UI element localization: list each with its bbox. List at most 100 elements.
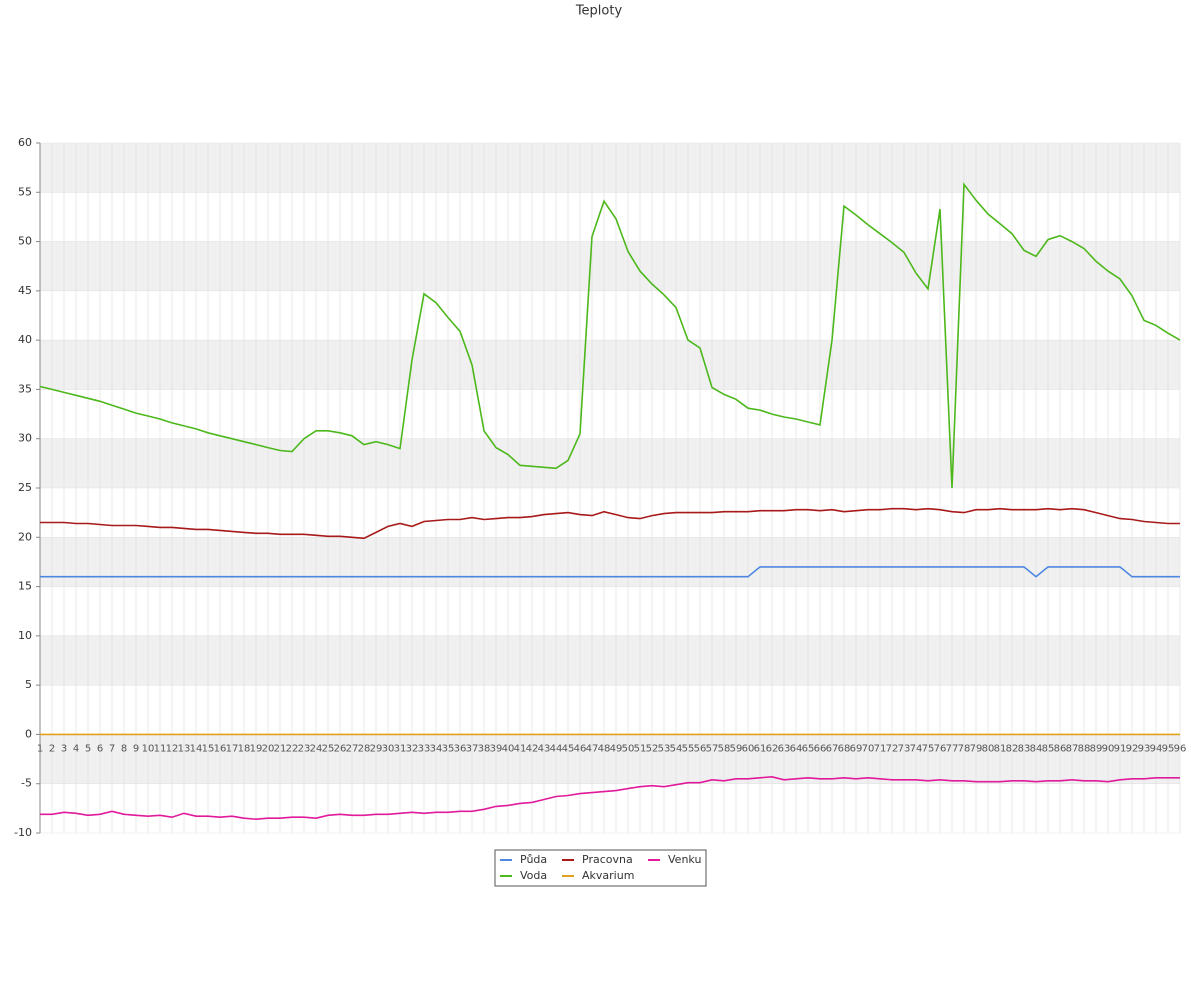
x-tick-label: 77 [946, 743, 959, 754]
x-tick-label: 35 [442, 743, 455, 754]
x-tick-label: 60 [742, 743, 755, 754]
x-tick-label: 28 [358, 743, 371, 754]
x-tick-label: 67 [826, 743, 839, 754]
x-tick-label: 65 [802, 743, 815, 754]
x-tick-label: 8 [121, 743, 127, 754]
x-tick-label: 2 [49, 743, 55, 754]
grid-band [40, 340, 1180, 390]
x-tick-label: 24 [310, 743, 323, 754]
x-tick-label: 48 [598, 743, 611, 754]
y-tick-label: -5 [21, 777, 32, 790]
x-tick-label: 18 [238, 743, 251, 754]
x-tick-label: 62 [766, 743, 779, 754]
x-tick-label: 55 [682, 743, 695, 754]
x-tick-label: 83 [1018, 743, 1031, 754]
x-tick-label: 37 [466, 743, 479, 754]
legend-label: Voda [520, 869, 547, 882]
y-tick-label: 25 [18, 481, 32, 494]
x-tick-label: 25 [322, 743, 335, 754]
x-tick-label: 61 [754, 743, 767, 754]
x-tick-label: 74 [910, 743, 923, 754]
legend: Půda Voda Pracovna Akvarium Venku [494, 849, 707, 887]
x-tick-label: 15 [202, 743, 215, 754]
grid-band [40, 537, 1180, 587]
x-tick-label: 80 [982, 743, 995, 754]
x-tick-label: 85 [1042, 743, 1055, 754]
x-tick-label: 1 [37, 743, 43, 754]
x-tick-label: 57 [706, 743, 719, 754]
x-tick-label: 90 [1102, 743, 1115, 754]
grid-band [40, 734, 1180, 784]
grid-band [40, 143, 1180, 193]
legend-label: Venku [668, 853, 701, 866]
x-tick-label: 53 [658, 743, 671, 754]
x-tick-label: 26 [334, 743, 347, 754]
x-tick-label: 84 [1030, 743, 1043, 754]
x-tick-label: 47 [586, 743, 599, 754]
x-tick-label: 78 [958, 743, 971, 754]
x-tick-label: 68 [838, 743, 851, 754]
x-tick-label: 94 [1150, 743, 1163, 754]
grid-band [40, 241, 1180, 291]
x-tick-label: 71 [874, 743, 887, 754]
grid-band [40, 438, 1180, 488]
y-tick-label: -10 [14, 826, 32, 839]
chart-title: Teploty [575, 4, 623, 19]
y-tick-label: 55 [18, 185, 32, 198]
x-tick-label: 34 [430, 743, 443, 754]
x-tick-label: 12 [166, 743, 179, 754]
x-tick-label: 39 [490, 743, 503, 754]
x-tick-label: 81 [994, 743, 1007, 754]
x-tick-label: 27 [346, 743, 359, 754]
x-tick-label: 41 [514, 743, 527, 754]
x-tick-label: 30 [382, 743, 395, 754]
y-tick-label: 10 [18, 629, 32, 642]
x-tick-label: 87 [1066, 743, 1079, 754]
x-tick-label: 73 [898, 743, 911, 754]
x-tick-label: 11 [154, 743, 167, 754]
x-tick-label: 6 [97, 743, 103, 754]
x-tick-label: 76 [934, 743, 947, 754]
x-tick-label: 42 [526, 743, 539, 754]
x-tick-label: 79 [970, 743, 983, 754]
x-tick-label: 88 [1078, 743, 1091, 754]
x-tick-label: 51 [634, 743, 647, 754]
x-tick-label: 89 [1090, 743, 1103, 754]
x-tick-label: 64 [790, 743, 803, 754]
x-tick-label: 92 [1126, 743, 1139, 754]
y-tick-label: 20 [18, 530, 32, 543]
grid-band [40, 635, 1180, 686]
x-tick-label: 86 [1054, 743, 1067, 754]
y-tick-label: 35 [18, 382, 32, 395]
x-tick-label: 52 [646, 743, 659, 754]
y-tick-label: 40 [18, 333, 32, 346]
y-tick-label: 0 [25, 727, 32, 740]
legend-box [494, 849, 707, 887]
x-tick-label: 69 [850, 743, 863, 754]
x-tick-label: 72 [886, 743, 899, 754]
x-tick-label: 29 [370, 743, 383, 754]
x-tick-label: 14 [190, 743, 203, 754]
x-tick-label: 46 [574, 743, 587, 754]
x-tick-label: 33 [418, 743, 431, 754]
x-tick-label: 43 [538, 743, 551, 754]
y-tick-label: 15 [18, 580, 32, 593]
x-tick-label: 23 [298, 743, 311, 754]
y-tick-label: 50 [18, 235, 32, 248]
x-tick-label: 54 [670, 743, 683, 754]
x-tick-label: 63 [778, 743, 791, 754]
x-tick-label: 56 [694, 743, 707, 754]
series-line [40, 775, 1180, 821]
x-tick-label: 75 [922, 743, 935, 754]
x-tick-label: 49 [610, 743, 623, 754]
x-tick-label: 13 [178, 743, 191, 754]
x-tick-label: 10 [142, 743, 155, 754]
x-tick-label: 9 [133, 743, 139, 754]
x-tick-label: 91 [1114, 743, 1127, 754]
x-tick-label: 44 [550, 743, 563, 754]
x-tick-label: 31 [394, 743, 407, 754]
x-tick-label: 20 [262, 743, 275, 754]
x-tick-label: 22 [286, 743, 299, 754]
x-tick-label: 3 [61, 743, 67, 754]
